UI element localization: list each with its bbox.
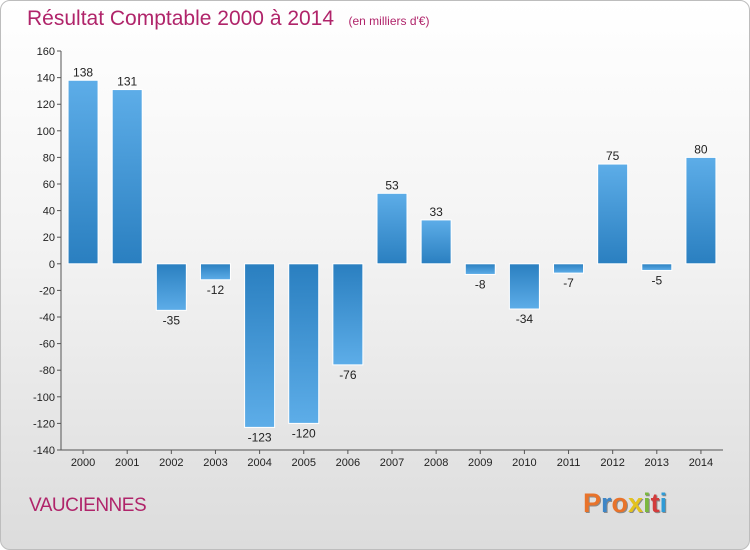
bar	[420, 219, 452, 265]
brand-letter: i	[659, 488, 668, 518]
x-tick-label: 2007	[380, 457, 404, 469]
x-tick-label: 2002	[159, 457, 183, 469]
bar-value-label: -7	[563, 276, 574, 290]
bar-value-label: -8	[475, 277, 486, 291]
commune-name: VAUCIENNES	[29, 495, 147, 516]
brand-letter: P	[583, 488, 602, 518]
bar-value-label: -120	[292, 426, 316, 440]
bar-value-label: 75	[606, 149, 620, 163]
bar	[553, 263, 585, 274]
x-tick-label: 2011	[557, 457, 581, 469]
bar	[641, 263, 673, 271]
bar	[685, 156, 717, 265]
brand-letter: o	[611, 488, 629, 518]
brand-letter: t	[650, 488, 660, 518]
bar-value-label: -123	[248, 430, 272, 444]
x-tick-label: 2012	[600, 457, 624, 469]
bar-value-label: 138	[73, 65, 93, 79]
x-tick-label: 2010	[512, 457, 536, 469]
y-tick-label: -100	[33, 392, 55, 404]
brand-letter: i	[643, 488, 651, 518]
bar	[332, 263, 364, 366]
bar	[464, 263, 496, 275]
bar-value-label: -12	[207, 283, 225, 297]
x-tick-label: 2004	[247, 457, 271, 469]
bar	[67, 79, 99, 265]
x-tick-label: 2005	[291, 457, 315, 469]
y-tick-label: 140	[37, 73, 55, 85]
bar-value-label: -5	[651, 273, 662, 287]
y-tick-label: -140	[33, 445, 55, 457]
bar	[199, 263, 231, 281]
x-tick-label: 2006	[336, 457, 360, 469]
x-tick-label: 2001	[115, 457, 139, 469]
bar	[155, 263, 187, 311]
chart-header: Résultat Comptable 2000 à 2014 (en milli…	[27, 7, 429, 31]
chart-title: Résultat Comptable 2000 à 2014	[27, 7, 335, 30]
chart-unit-label: (en milliers d'€)	[348, 14, 430, 28]
bar-value-label: -76	[339, 368, 357, 382]
y-tick-label: 20	[43, 232, 55, 244]
y-tick-label: 120	[37, 99, 55, 111]
axes: -140 -120 -100 -80 -60 -40 -20 0 20 40 60 80 100 120 1…	[33, 46, 723, 469]
bar-value-label: 33	[429, 205, 443, 219]
x-tick-label: 2014	[689, 457, 713, 469]
y-tick-label: 60	[43, 179, 55, 191]
x-tick-label: 2009	[468, 457, 492, 469]
brand-letter: x	[628, 488, 644, 518]
y-tick-label: 80	[43, 152, 55, 164]
bar	[111, 89, 143, 265]
y-tick-label: -80	[39, 365, 55, 377]
x-tick-label: 2013	[645, 457, 669, 469]
bar-value-label: 53	[385, 178, 399, 192]
bar-value-label: -34	[516, 312, 534, 326]
y-tick-label: -40	[39, 312, 55, 324]
bar	[508, 263, 540, 310]
proxiti-logo: Proxiti	[583, 488, 667, 519]
bar-value-label: 131	[117, 75, 137, 89]
bar	[244, 263, 276, 428]
y-tick-label: -20	[39, 285, 55, 297]
y-tick-label: 100	[37, 126, 55, 138]
bar	[288, 263, 320, 424]
bar-value-label: -35	[163, 313, 181, 327]
x-tick-label: 2000	[71, 457, 95, 469]
y-tick-label: -120	[33, 418, 55, 430]
y-tick-label: -60	[39, 339, 55, 351]
y-tick-label: 160	[37, 46, 55, 58]
bars-group: 138 131 -35 -12 -123 -120 -76 53 33 -8 -34 -7 75 -5 80	[67, 65, 717, 444]
x-tick-label: 2008	[424, 457, 448, 469]
y-tick-label: 0	[49, 259, 55, 271]
x-tick-label: 2003	[203, 457, 227, 469]
y-tick-label: 40	[43, 206, 55, 218]
bar-value-label: 80	[694, 142, 708, 156]
brand-letter: r	[601, 488, 612, 518]
bar	[376, 192, 408, 265]
bar	[597, 163, 629, 265]
